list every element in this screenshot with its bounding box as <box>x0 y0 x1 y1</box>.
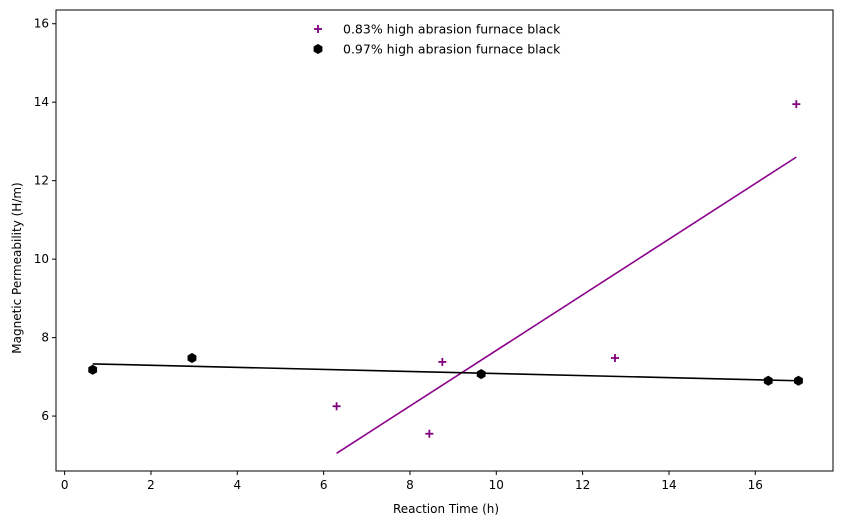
point-series-2 <box>476 369 486 380</box>
y-axis-label: Magnetic Permeability (H/m) <box>10 182 24 353</box>
x-axis-ticks: 0 2 4 6 8 10 12 14 16 <box>61 471 763 492</box>
fit-lines <box>92 156 799 455</box>
x-tick-label: 0 <box>61 478 69 492</box>
legend-marker-series-2 <box>313 43 323 55</box>
point-series-2 <box>763 375 773 386</box>
x-tick-label: 12 <box>575 478 590 492</box>
point-series-2 <box>88 364 98 375</box>
y-tick-label: 10 <box>34 252 49 266</box>
x-tick-label: 10 <box>489 478 504 492</box>
fit-line-series-2 <box>92 363 799 382</box>
plot-frame <box>55 9 834 472</box>
x-tick-label: 14 <box>661 478 676 492</box>
point-series-2 <box>794 375 803 386</box>
y-tick-label: 14 <box>34 95 49 109</box>
y-tick-label: 6 <box>41 409 49 423</box>
point-series-1 <box>332 402 341 411</box>
y-tick-label: 8 <box>41 331 49 345</box>
legend-label-series-1: 0.83% high abrasion furnace black <box>343 22 561 37</box>
legend: 0.83% high abrasion furnace black 0.97% h… <box>313 22 561 57</box>
point-series-1 <box>425 429 434 438</box>
legend-marker-series-1 <box>314 25 322 33</box>
point-series-2 <box>187 352 197 364</box>
x-tick-label: 6 <box>320 478 328 492</box>
y-tick-label: 16 <box>34 17 49 31</box>
data-points <box>88 100 803 438</box>
y-tick-label: 12 <box>34 174 49 188</box>
x-tick-label: 8 <box>406 478 414 492</box>
x-tick-label: 16 <box>748 478 763 492</box>
x-tick-label: 4 <box>233 478 241 492</box>
point-series-1 <box>792 100 801 109</box>
fit-line-series-1 <box>336 156 797 455</box>
legend-label-series-2: 0.97% high abrasion furnace black <box>343 42 561 57</box>
x-axis-label: Reaction Time (h) <box>393 502 499 516</box>
y-axis-ticks: 6 8 10 12 14 16 <box>34 17 56 423</box>
x-tick-label: 2 <box>147 478 155 492</box>
point-series-1 <box>438 357 447 366</box>
plot-area <box>55 9 834 472</box>
point-series-1 <box>611 354 620 363</box>
